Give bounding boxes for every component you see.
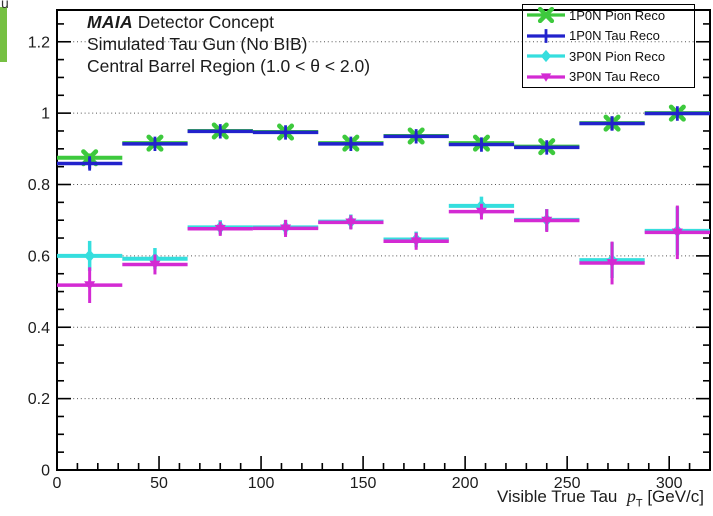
legend-item-3p0n-pion: 3P0N Pion Reco bbox=[523, 46, 694, 66]
x-axis-title: Visible True Tau pT [GeV/c] bbox=[497, 486, 704, 509]
title-line-1-rest: Detector Concept bbox=[132, 12, 274, 32]
series-3p0n-tau-reco bbox=[57, 203, 710, 303]
svg-text:1: 1 bbox=[41, 106, 50, 123]
svg-text:0.4: 0.4 bbox=[28, 320, 50, 337]
svg-text:150: 150 bbox=[350, 475, 377, 492]
left-edge-highlight-bar bbox=[0, 7, 7, 62]
legend-label: 3P0N Tau Reco bbox=[569, 69, 660, 85]
plus-marker-icon bbox=[523, 28, 569, 44]
x-axis-tick-labels: 0 50 100 150 200 250 300 bbox=[53, 475, 683, 492]
svg-text:50: 50 bbox=[150, 475, 168, 492]
legend-label: 1P0N Pion Reco bbox=[569, 7, 666, 23]
svg-text:1.2: 1.2 bbox=[28, 34, 50, 51]
legend: 1P0N Pion Reco 1P0N Tau Reco 3P0N Pion R… bbox=[522, 4, 695, 88]
legend-item-1p0n-pion: 1P0N Pion Reco bbox=[523, 5, 694, 25]
diamond-marker-icon bbox=[523, 48, 569, 64]
svg-text:300: 300 bbox=[656, 475, 683, 492]
legend-item-1p0n-tau: 1P0N Tau Reco bbox=[523, 26, 694, 46]
svg-text:100: 100 bbox=[248, 475, 275, 492]
svg-text:0.6: 0.6 bbox=[28, 248, 50, 265]
title-line-2: Simulated Tau Gun (No BIB) bbox=[87, 34, 308, 54]
svg-text:0.2: 0.2 bbox=[28, 391, 50, 408]
triangle-down-marker-icon bbox=[523, 69, 569, 85]
title-line-1: MAIA Detector Concept bbox=[87, 11, 370, 33]
svg-text:0: 0 bbox=[41, 463, 50, 480]
x-axis-pt-symbol: p bbox=[626, 486, 636, 506]
legend-label: 1P0N Tau Reco bbox=[569, 28, 660, 44]
legend-label: 3P0N Pion Reco bbox=[569, 48, 666, 64]
svg-text:200: 200 bbox=[452, 475, 479, 492]
series-1p0n-tau-reco bbox=[57, 106, 710, 171]
x-axis-pt-subscript: T bbox=[635, 497, 643, 510]
svg-text:250: 250 bbox=[554, 475, 581, 492]
plot-title-block: MAIA Detector Concept Simulated Tau Gun … bbox=[87, 11, 370, 77]
x-axis-title-text: Visible True Tau bbox=[497, 487, 618, 506]
x-cross-marker-icon bbox=[523, 7, 569, 24]
svg-text:0: 0 bbox=[53, 475, 62, 492]
cropped-corner-glyph: u bbox=[1, 0, 9, 11]
detector-brand: MAIA bbox=[87, 12, 133, 32]
svg-text:0.8: 0.8 bbox=[28, 177, 50, 194]
title-line-3: Central Barrel Region (1.0 < θ < 2.0) bbox=[87, 56, 371, 76]
x-axis-title-units: [GeV/c] bbox=[647, 487, 704, 506]
legend-item-3p0n-tau: 3P0N Tau Reco bbox=[523, 67, 694, 87]
y-axis-tick-labels: 0 0.2 0.4 0.6 0.8 1 1.2 bbox=[28, 34, 50, 479]
axis-ticks bbox=[57, 23, 710, 470]
